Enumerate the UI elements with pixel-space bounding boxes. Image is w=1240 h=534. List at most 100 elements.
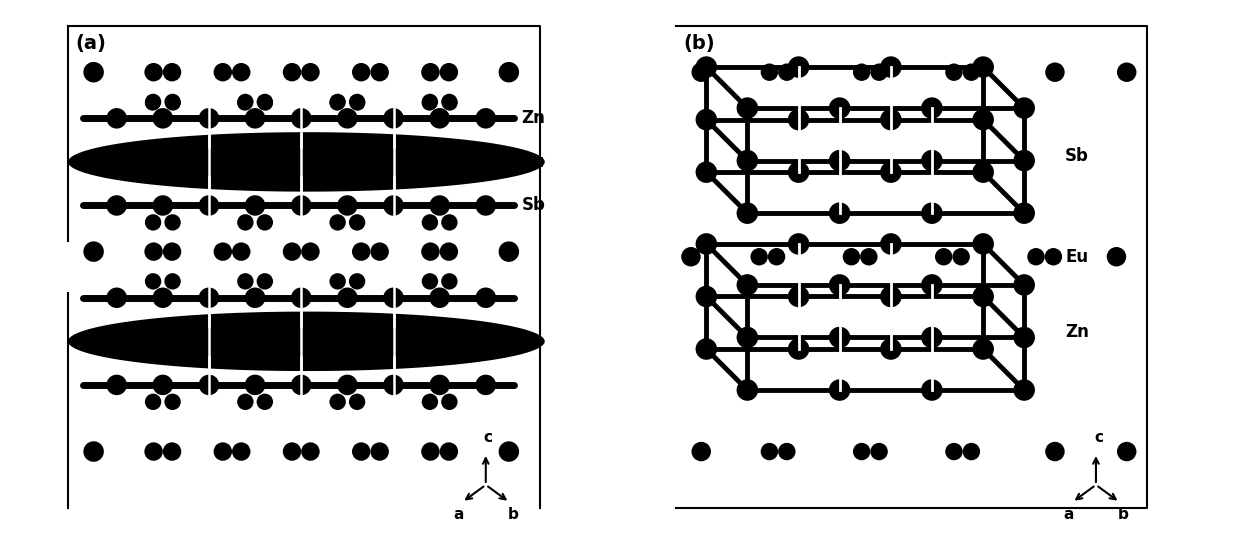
Circle shape xyxy=(737,327,758,348)
Circle shape xyxy=(880,56,901,78)
Circle shape xyxy=(476,332,496,351)
Circle shape xyxy=(440,63,458,81)
Circle shape xyxy=(750,248,768,265)
Circle shape xyxy=(246,152,265,171)
Circle shape xyxy=(337,108,357,129)
Circle shape xyxy=(935,248,952,265)
Circle shape xyxy=(291,332,311,351)
Circle shape xyxy=(244,375,265,395)
Circle shape xyxy=(787,338,810,360)
Circle shape xyxy=(291,108,311,129)
Circle shape xyxy=(440,442,458,461)
Circle shape xyxy=(348,394,366,410)
Circle shape xyxy=(330,94,346,110)
Circle shape xyxy=(383,195,404,216)
Circle shape xyxy=(828,202,851,224)
Circle shape xyxy=(880,109,901,130)
Text: c: c xyxy=(1094,430,1104,445)
Text: Eu: Eu xyxy=(522,153,544,171)
Circle shape xyxy=(348,214,366,231)
Circle shape xyxy=(107,108,126,129)
Circle shape xyxy=(828,274,851,296)
Circle shape xyxy=(244,287,265,308)
Circle shape xyxy=(337,152,357,171)
Circle shape xyxy=(972,56,994,78)
Circle shape xyxy=(1013,150,1035,171)
Circle shape xyxy=(1013,379,1035,401)
Circle shape xyxy=(843,248,861,265)
Circle shape xyxy=(330,273,346,289)
Circle shape xyxy=(696,161,717,183)
Circle shape xyxy=(422,394,438,410)
Circle shape xyxy=(475,287,496,308)
Circle shape xyxy=(165,273,181,289)
Circle shape xyxy=(441,394,458,410)
Circle shape xyxy=(880,286,901,307)
Circle shape xyxy=(291,152,311,171)
Circle shape xyxy=(1013,202,1035,224)
Circle shape xyxy=(144,63,162,81)
Circle shape xyxy=(198,375,219,395)
Circle shape xyxy=(498,241,520,262)
Circle shape xyxy=(828,97,851,119)
Circle shape xyxy=(213,63,232,81)
Circle shape xyxy=(1107,247,1126,266)
Circle shape xyxy=(107,195,126,216)
Circle shape xyxy=(258,95,273,111)
Circle shape xyxy=(153,108,174,129)
Circle shape xyxy=(337,332,357,351)
Circle shape xyxy=(383,332,403,351)
Circle shape xyxy=(107,375,126,395)
Text: Zn: Zn xyxy=(1065,324,1089,341)
Circle shape xyxy=(787,161,810,183)
Circle shape xyxy=(880,338,901,360)
Circle shape xyxy=(880,233,901,255)
Text: a: a xyxy=(454,507,464,522)
Circle shape xyxy=(165,94,181,110)
Circle shape xyxy=(153,375,174,395)
Circle shape xyxy=(429,287,450,308)
Circle shape xyxy=(291,375,311,395)
Circle shape xyxy=(737,202,758,224)
Text: Sb: Sb xyxy=(522,197,546,215)
Circle shape xyxy=(476,152,496,171)
Text: (b): (b) xyxy=(683,34,715,53)
Circle shape xyxy=(760,443,779,460)
Circle shape xyxy=(371,442,389,461)
Circle shape xyxy=(348,94,366,110)
Circle shape xyxy=(1117,442,1136,461)
Circle shape xyxy=(692,442,711,461)
Circle shape xyxy=(696,109,717,130)
Circle shape xyxy=(853,64,870,81)
Circle shape xyxy=(422,214,438,231)
Circle shape xyxy=(692,62,711,82)
Circle shape xyxy=(696,56,717,78)
Circle shape xyxy=(107,287,126,308)
Circle shape xyxy=(257,214,273,231)
Circle shape xyxy=(779,64,796,81)
Circle shape xyxy=(153,287,174,308)
Circle shape xyxy=(232,242,250,261)
Circle shape xyxy=(972,109,994,130)
Circle shape xyxy=(237,394,253,410)
Circle shape xyxy=(972,286,994,307)
Circle shape xyxy=(291,287,311,308)
Circle shape xyxy=(787,109,810,130)
Circle shape xyxy=(371,63,389,81)
Circle shape xyxy=(153,195,174,216)
Circle shape xyxy=(198,195,219,216)
Circle shape xyxy=(422,442,440,461)
Circle shape xyxy=(441,214,458,231)
Circle shape xyxy=(283,442,301,461)
Circle shape xyxy=(371,242,389,261)
Circle shape xyxy=(972,233,994,255)
Circle shape xyxy=(945,443,962,460)
Circle shape xyxy=(828,327,851,348)
Circle shape xyxy=(383,375,404,395)
Circle shape xyxy=(383,108,404,129)
Circle shape xyxy=(870,443,888,460)
Circle shape xyxy=(430,332,449,351)
Circle shape xyxy=(861,248,878,265)
Circle shape xyxy=(200,152,218,171)
Circle shape xyxy=(162,242,181,261)
